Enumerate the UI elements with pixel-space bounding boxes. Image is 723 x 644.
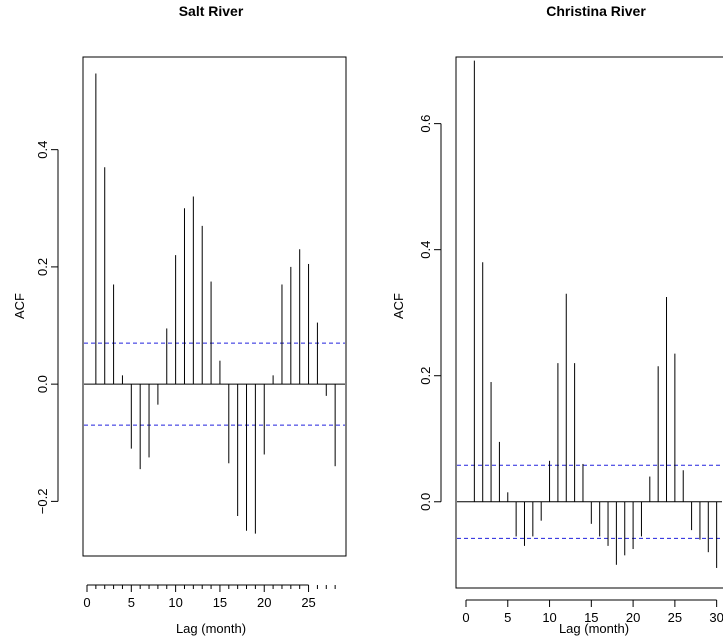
x-tick-label: 15	[213, 595, 227, 610]
x-axis-label: Lag (month)	[559, 621, 629, 636]
x-tick-label: 20	[626, 610, 640, 625]
x-tick-label: 5	[128, 595, 135, 610]
y-tick-label: −0.2	[35, 489, 50, 515]
y-tick-label: 0.0	[35, 375, 50, 393]
x-axis-label: Lag (month)	[176, 621, 246, 636]
y-axis-label: ACF	[391, 293, 406, 319]
y-tick-label: 0.0	[418, 493, 433, 511]
y-axis-label: ACF	[12, 293, 27, 319]
y-tick-label: 0.4	[418, 241, 433, 259]
x-tick-label: 10	[542, 610, 556, 625]
y-tick-label: 0.2	[418, 367, 433, 385]
x-tick-label: 25	[301, 595, 315, 610]
plot-frame	[82, 56, 347, 557]
y-tick-label: 0.4	[35, 141, 50, 159]
x-tick-label: 15	[584, 610, 598, 625]
x-tick-label: 30	[709, 610, 723, 625]
x-tick-label: 25	[668, 610, 682, 625]
y-tick-label: 0.2	[35, 258, 50, 276]
x-tick-label: 10	[168, 595, 182, 610]
x-tick-label: 0	[83, 595, 90, 610]
x-tick-label: 5	[504, 610, 511, 625]
x-tick-label: 20	[257, 595, 271, 610]
y-tick-label: 0.6	[418, 115, 433, 133]
salt-river-panel: Salt River Lag (month) ACF 0 5 10 15 20 25 −0.…	[12, 3, 347, 636]
chart-title: Salt River	[179, 3, 244, 19]
x-tick-label: 0	[462, 610, 469, 625]
chart-title: Christina River	[546, 3, 646, 19]
plot-frame	[455, 56, 723, 589]
christina-river-panel: Christina River Lag (month) ACF 0 5 10 15 20…	[391, 3, 723, 636]
